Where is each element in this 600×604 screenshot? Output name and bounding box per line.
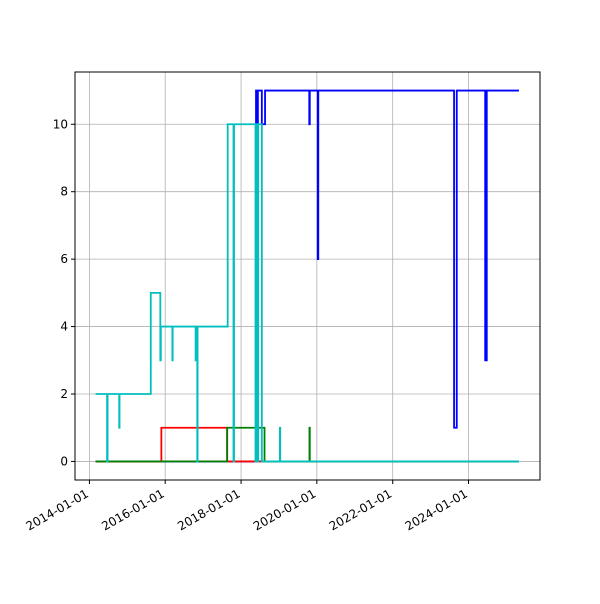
- y-tick-label: 2: [60, 387, 68, 401]
- series-line: [95, 89, 519, 463]
- x-tick-label: 2024-01-01: [403, 486, 470, 533]
- x-tick-label: 2020-01-01: [251, 486, 318, 533]
- series-line: [95, 123, 519, 463]
- series-line: [95, 426, 519, 463]
- x-tick-label: 2018-01-01: [175, 486, 242, 533]
- x-tick-label: 2014-01-01: [24, 486, 91, 533]
- y-tick-label: 8: [60, 185, 68, 199]
- y-tick-label: 0: [60, 454, 68, 468]
- y-tick-label: 10: [53, 117, 68, 131]
- x-tick-label: 2022-01-01: [327, 486, 394, 533]
- series-line: [95, 426, 519, 463]
- plot-frame: [74, 71, 541, 481]
- x-tick-label: 2016-01-01: [99, 486, 166, 533]
- y-tick-label: 4: [60, 320, 68, 334]
- y-tick-label: 6: [60, 252, 68, 266]
